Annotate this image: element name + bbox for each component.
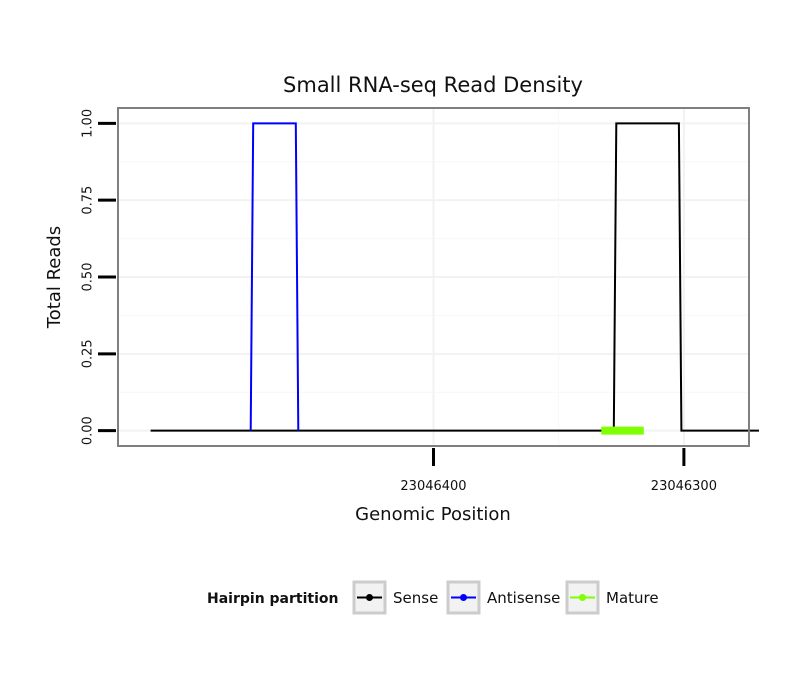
legend-label: Mature xyxy=(606,589,659,607)
y-tick-label: 0.00 xyxy=(81,416,96,445)
legend-item-antisense: Antisense xyxy=(446,580,560,615)
legend-key-point xyxy=(366,594,373,601)
legend-label: Sense xyxy=(393,589,438,607)
legend-item-mature: Mature xyxy=(565,580,659,615)
y-tick-label: 0.25 xyxy=(81,339,96,368)
legend: Hairpin partition Sense Antisense Mature xyxy=(207,580,659,615)
x-tick-label: 23046300 xyxy=(651,479,717,494)
legend-title: Hairpin partition xyxy=(207,591,338,607)
legend-item-sense: Sense xyxy=(352,580,438,615)
y-tick-label: 0.50 xyxy=(81,263,96,292)
legend-label: Antisense xyxy=(487,589,560,607)
legend-key-point xyxy=(579,594,586,601)
x-axis-title: Genomic Position xyxy=(355,504,511,525)
y-axis: 0.00 0.25 0.50 0.75 1.00 xyxy=(81,109,116,445)
x-tick-label: 23046400 xyxy=(400,479,466,494)
series-line-sense xyxy=(150,122,759,432)
chart-title: Small RNA-seq Read Density xyxy=(283,73,583,97)
series-layer xyxy=(150,122,759,435)
legend-key-point xyxy=(460,594,467,601)
y-tick-label: 0.75 xyxy=(81,186,96,215)
plot-panel-border xyxy=(117,107,750,447)
x-axis: 23046400 23046300 xyxy=(400,448,717,494)
y-axis-title: Total Reads xyxy=(44,226,65,329)
series-line-antisense xyxy=(249,122,300,431)
grid-lines xyxy=(118,108,749,446)
y-tick-label: 1.00 xyxy=(81,109,96,138)
